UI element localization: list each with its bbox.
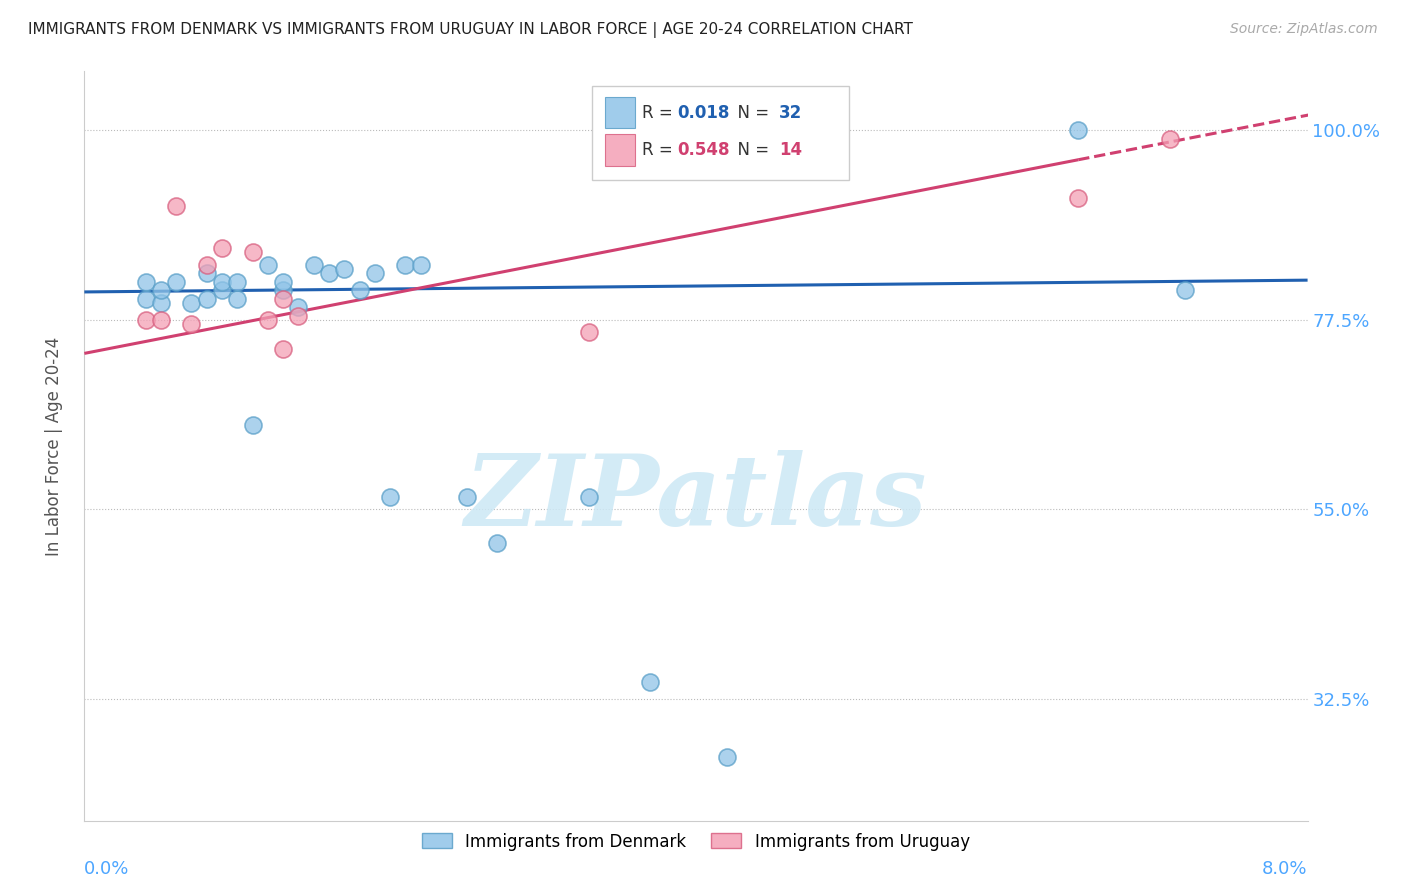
Text: 32: 32 — [779, 103, 803, 121]
Point — [135, 292, 157, 306]
Point — [211, 283, 233, 297]
Point — [1067, 123, 1090, 137]
FancyBboxPatch shape — [606, 97, 636, 128]
Point — [242, 245, 264, 260]
Point — [135, 312, 157, 326]
Text: N =: N = — [727, 141, 773, 159]
Point — [409, 258, 432, 272]
Point — [257, 312, 280, 326]
Point — [149, 296, 172, 310]
Point — [364, 267, 387, 281]
Point — [180, 296, 202, 310]
Text: ZIPatlas: ZIPatlas — [465, 450, 927, 547]
Point — [578, 326, 600, 340]
Point — [394, 258, 416, 272]
Text: N =: N = — [727, 103, 773, 121]
Point — [349, 283, 371, 297]
Point — [211, 241, 233, 255]
Point — [638, 674, 661, 689]
Point — [318, 267, 340, 281]
Point — [211, 275, 233, 289]
Point — [149, 283, 172, 297]
Point — [1159, 132, 1181, 146]
Point — [135, 275, 157, 289]
Point — [165, 275, 187, 289]
Point — [271, 275, 294, 289]
Point — [380, 490, 402, 504]
Point — [1067, 191, 1090, 205]
Point — [333, 262, 356, 277]
Point — [578, 490, 600, 504]
Point — [149, 312, 172, 326]
Text: R =: R = — [643, 141, 678, 159]
Y-axis label: In Labor Force | Age 20-24: In Labor Force | Age 20-24 — [45, 336, 63, 556]
Legend: Immigrants from Denmark, Immigrants from Uruguay: Immigrants from Denmark, Immigrants from… — [415, 826, 977, 857]
Point — [716, 750, 738, 764]
Point — [195, 267, 218, 281]
Point — [287, 300, 309, 314]
Text: 0.0%: 0.0% — [84, 860, 129, 878]
Point — [195, 292, 218, 306]
Point — [1174, 283, 1197, 297]
FancyBboxPatch shape — [606, 135, 636, 166]
Point — [271, 283, 294, 297]
Point — [257, 258, 280, 272]
Text: 8.0%: 8.0% — [1263, 860, 1308, 878]
Point — [302, 258, 325, 272]
Point — [242, 417, 264, 432]
Text: IMMIGRANTS FROM DENMARK VS IMMIGRANTS FROM URUGUAY IN LABOR FORCE | AGE 20-24 CO: IMMIGRANTS FROM DENMARK VS IMMIGRANTS FR… — [28, 22, 912, 38]
Text: Source: ZipAtlas.com: Source: ZipAtlas.com — [1230, 22, 1378, 37]
Text: 14: 14 — [779, 141, 803, 159]
Point — [226, 292, 249, 306]
Point — [287, 309, 309, 323]
Point — [271, 342, 294, 356]
Text: R =: R = — [643, 103, 678, 121]
Point — [271, 292, 294, 306]
Point — [456, 490, 478, 504]
Point — [195, 258, 218, 272]
Point — [226, 275, 249, 289]
Point — [165, 199, 187, 213]
FancyBboxPatch shape — [592, 87, 849, 180]
Text: 0.548: 0.548 — [678, 141, 730, 159]
Text: 0.018: 0.018 — [678, 103, 730, 121]
Point — [180, 317, 202, 331]
Point — [486, 536, 509, 550]
